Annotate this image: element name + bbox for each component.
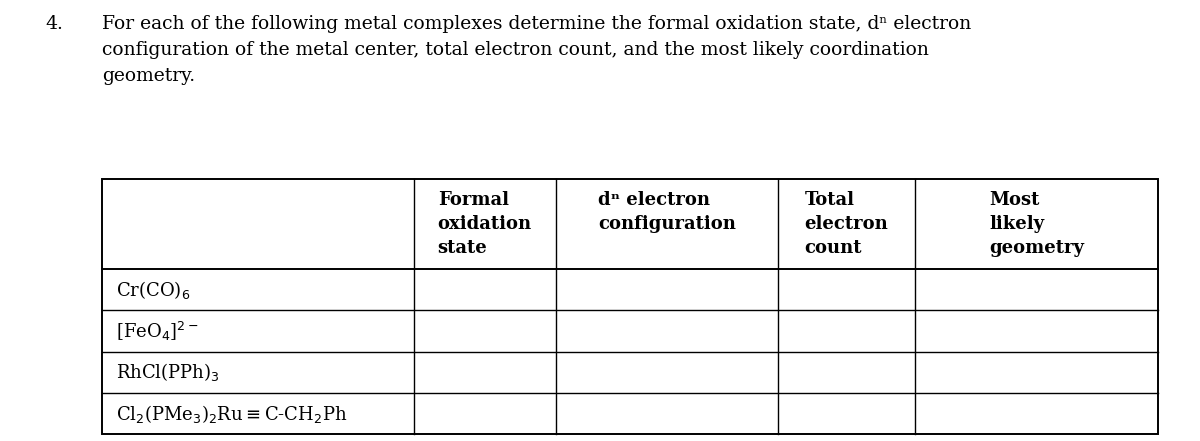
Text: [FeO$_4$]$^{2-}$: [FeO$_4$]$^{2-}$ bbox=[116, 319, 199, 343]
Text: Cl$_2$(PMe$_3$)$_2$Ru$\equiv$C-CH$_2$Ph: Cl$_2$(PMe$_3$)$_2$Ru$\equiv$C-CH$_2$Ph bbox=[116, 403, 348, 425]
Text: Cr(CO)$_6$: Cr(CO)$_6$ bbox=[116, 279, 191, 301]
Text: Total
electron
count: Total electron count bbox=[805, 191, 888, 257]
Text: RhCl(PPh)$_3$: RhCl(PPh)$_3$ bbox=[116, 361, 220, 383]
Text: Formal
oxidation
state: Formal oxidation state bbox=[438, 191, 532, 257]
Text: dⁿ electron
configuration: dⁿ electron configuration bbox=[598, 191, 736, 257]
Text: For each of the following metal complexes determine the formal oxidation state, : For each of the following metal complexe… bbox=[102, 15, 971, 85]
Text: 4.: 4. bbox=[46, 15, 64, 34]
Bar bbox=[102, 179, 1158, 434]
Text: Most
likely
geometry: Most likely geometry bbox=[989, 191, 1084, 257]
